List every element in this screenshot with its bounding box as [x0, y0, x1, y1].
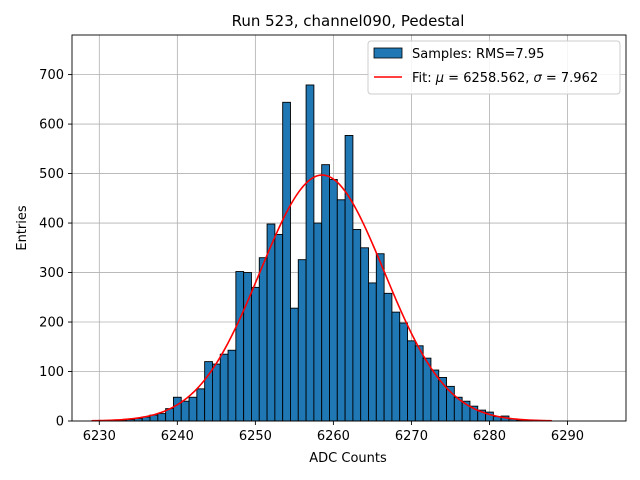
histogram-bar: [251, 286, 260, 422]
histogram-bar: [180, 400, 190, 422]
plot-frame: [71, 34, 627, 422]
histogram-bar: [196, 388, 206, 422]
histogram-bar: [219, 353, 229, 422]
legend: Samples: RMS=7.95 Fit: μ = 6258.562, σ =…: [367, 40, 621, 95]
histogram-bar: [282, 101, 291, 422]
x-tick-label: 6290: [551, 429, 584, 444]
histogram-bar: [321, 164, 330, 422]
histogram-bar: [313, 222, 323, 422]
histogram-bar: [414, 345, 424, 422]
histogram-bar: [383, 292, 393, 422]
histogram-bar: [274, 233, 284, 422]
legend-fit-label: Fit: μ = 6258.562, σ = 7.962: [412, 71, 598, 86]
histogram-bar: [227, 349, 237, 422]
y-tick-label: 500: [39, 167, 64, 182]
y-tick-label: 300: [39, 266, 64, 281]
legend-box: [367, 40, 621, 95]
histogram-bar: [336, 199, 346, 422]
histogram-bar: [352, 229, 362, 422]
histogram-bar: [391, 311, 401, 422]
y-tick-label: 600: [39, 118, 64, 133]
chart-title: Run 523, channel090, Pedestal: [232, 12, 465, 30]
histogram-bar: [305, 84, 315, 422]
histogram-bar: [360, 247, 369, 422]
y-tick-label: 700: [39, 68, 64, 83]
x-axis-label: ADC Counts: [309, 451, 387, 466]
x-tick-label: 6240: [161, 429, 194, 444]
histogram-bar: [422, 357, 432, 422]
y-tick-label: 0: [56, 415, 64, 430]
x-tick-label: 6280: [473, 429, 506, 444]
histogram-bar: [290, 307, 299, 422]
y-tick-label: 400: [39, 217, 64, 232]
histogram-bar: [258, 257, 268, 422]
histogram-bar: [235, 271, 245, 422]
y-axis-ticks: 0 100 200 300 400 500 600 700: [39, 68, 72, 430]
x-tick-label: 6260: [317, 429, 350, 444]
x-axis-ticks: 6230 6240 6250 6260 6270 6280 6290: [83, 421, 584, 444]
histogram-bar: [399, 322, 408, 422]
fit-curve: [91, 174, 552, 422]
y-tick-label: 200: [39, 316, 64, 331]
legend-samples-label: Samples: RMS=7.95: [412, 47, 544, 62]
histogram-bar: [297, 259, 307, 422]
histogram-bars: [110, 84, 533, 422]
histogram-bar: [157, 413, 167, 422]
x-tick-label: 6230: [83, 429, 116, 444]
histogram-bar: [329, 179, 338, 422]
y-axis-label: Entries: [15, 205, 30, 251]
histogram-bar: [212, 363, 221, 422]
histogram-bar: [188, 396, 198, 422]
histogram-bar: [344, 135, 354, 422]
y-tick-label: 100: [39, 365, 64, 380]
x-tick-label: 6250: [239, 429, 272, 444]
histogram-bar: [172, 396, 182, 422]
histogram-bar: [375, 253, 385, 422]
histogram-bar: [368, 282, 377, 422]
legend-samples-swatch: [373, 47, 403, 59]
x-tick-label: 6270: [395, 429, 428, 444]
histogram-bar: [407, 340, 416, 422]
